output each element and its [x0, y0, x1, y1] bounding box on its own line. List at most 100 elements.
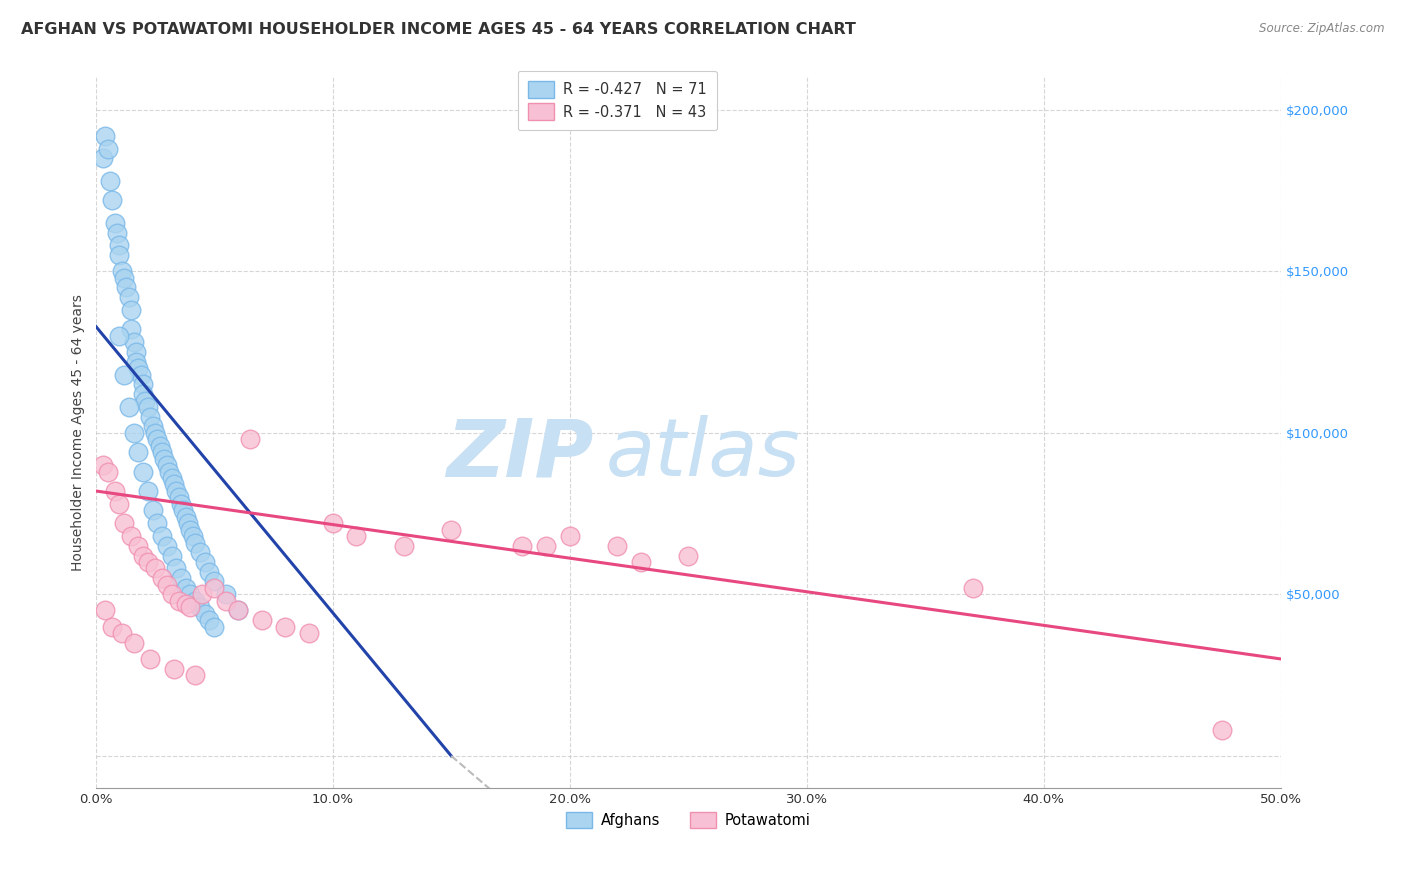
- Point: [163, 662, 186, 676]
- Point: [167, 491, 190, 505]
- Point: [202, 620, 225, 634]
- Point: [202, 581, 225, 595]
- Point: [112, 270, 135, 285]
- Point: [108, 497, 131, 511]
- Point: [122, 425, 145, 440]
- Point: [156, 577, 179, 591]
- Point: [1211, 723, 1233, 737]
- Point: [146, 516, 169, 531]
- Point: [125, 345, 148, 359]
- Point: [125, 355, 148, 369]
- Point: [120, 322, 142, 336]
- Point: [139, 652, 162, 666]
- Point: [122, 335, 145, 350]
- Point: [179, 600, 201, 615]
- Point: [141, 503, 163, 517]
- Point: [153, 451, 176, 466]
- Point: [139, 409, 162, 424]
- Point: [91, 151, 114, 165]
- Point: [160, 587, 183, 601]
- Point: [104, 483, 127, 498]
- Point: [198, 565, 221, 579]
- Point: [174, 597, 197, 611]
- Point: [510, 539, 533, 553]
- Point: [962, 581, 984, 595]
- Point: [202, 574, 225, 589]
- Point: [134, 393, 156, 408]
- Point: [174, 509, 197, 524]
- Point: [630, 555, 652, 569]
- Point: [174, 581, 197, 595]
- Point: [165, 561, 187, 575]
- Point: [96, 141, 118, 155]
- Point: [94, 603, 117, 617]
- Point: [127, 445, 149, 459]
- Point: [108, 238, 131, 252]
- Point: [132, 549, 155, 563]
- Point: [108, 329, 131, 343]
- Text: AFGHAN VS POTAWATOMI HOUSEHOLDER INCOME AGES 45 - 64 YEARS CORRELATION CHART: AFGHAN VS POTAWATOMI HOUSEHOLDER INCOME …: [21, 22, 856, 37]
- Y-axis label: Householder Income Ages 45 - 64 years: Householder Income Ages 45 - 64 years: [72, 294, 86, 571]
- Point: [115, 280, 138, 294]
- Point: [558, 529, 581, 543]
- Point: [534, 539, 557, 553]
- Point: [298, 626, 321, 640]
- Point: [184, 535, 207, 549]
- Text: Source: ZipAtlas.com: Source: ZipAtlas.com: [1260, 22, 1385, 36]
- Point: [150, 571, 173, 585]
- Point: [274, 620, 297, 634]
- Point: [111, 626, 134, 640]
- Point: [132, 377, 155, 392]
- Point: [226, 603, 249, 617]
- Point: [170, 571, 193, 585]
- Point: [127, 361, 149, 376]
- Point: [172, 503, 194, 517]
- Point: [136, 555, 159, 569]
- Point: [127, 539, 149, 553]
- Point: [250, 613, 273, 627]
- Point: [136, 483, 159, 498]
- Point: [184, 668, 207, 682]
- Point: [194, 555, 217, 569]
- Point: [167, 594, 190, 608]
- Point: [156, 458, 179, 472]
- Point: [322, 516, 344, 531]
- Point: [160, 549, 183, 563]
- Point: [177, 516, 200, 531]
- Point: [122, 636, 145, 650]
- Point: [156, 539, 179, 553]
- Point: [108, 248, 131, 262]
- Point: [239, 432, 262, 446]
- Point: [146, 432, 169, 446]
- Point: [136, 400, 159, 414]
- Point: [132, 465, 155, 479]
- Point: [191, 587, 214, 601]
- Point: [143, 425, 166, 440]
- Legend: Afghans, Potawatomi: Afghans, Potawatomi: [560, 805, 817, 834]
- Point: [344, 529, 367, 543]
- Point: [170, 497, 193, 511]
- Point: [120, 529, 142, 543]
- Point: [678, 549, 700, 563]
- Point: [165, 483, 187, 498]
- Point: [198, 613, 221, 627]
- Point: [188, 600, 211, 615]
- Point: [112, 516, 135, 531]
- Point: [96, 465, 118, 479]
- Point: [143, 561, 166, 575]
- Text: atlas: atlas: [605, 415, 800, 493]
- Point: [179, 587, 201, 601]
- Point: [184, 594, 207, 608]
- Point: [157, 465, 180, 479]
- Point: [215, 587, 238, 601]
- Point: [91, 458, 114, 472]
- Point: [94, 128, 117, 143]
- Point: [606, 539, 628, 553]
- Point: [111, 264, 134, 278]
- Point: [160, 471, 183, 485]
- Point: [392, 539, 415, 553]
- Point: [104, 216, 127, 230]
- Point: [150, 529, 173, 543]
- Point: [101, 620, 124, 634]
- Point: [150, 445, 173, 459]
